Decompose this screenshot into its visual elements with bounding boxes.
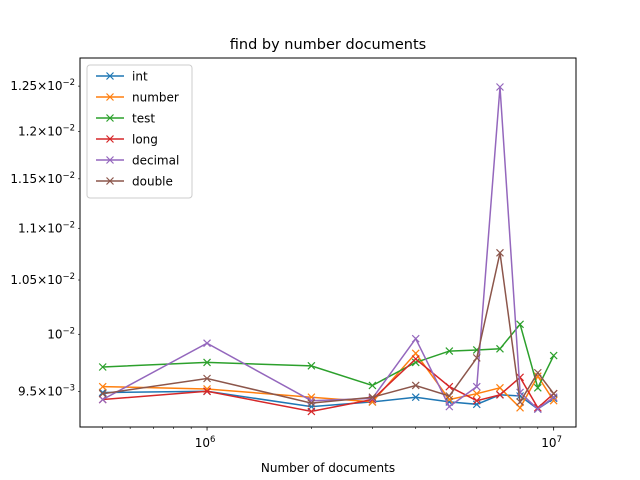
legend-label: double: [132, 175, 173, 189]
data-point: [307, 361, 316, 370]
legend: int number test long decimal double: [86, 64, 193, 199]
data-point: [533, 405, 542, 413]
data-point: [472, 396, 481, 405]
legend-marker: [106, 135, 114, 143]
data-point: [516, 403, 524, 412]
data-point: [368, 393, 377, 402]
x-axis-label: Number of documents: [261, 461, 395, 475]
y-tick-label: 10−2: [47, 326, 75, 341]
legend-entry: long: [96, 133, 158, 147]
data-point: [98, 382, 107, 391]
x-tick-label: 107: [541, 435, 562, 450]
series-double: [98, 248, 558, 408]
data-point: [472, 382, 481, 391]
legend-marker: [106, 114, 114, 122]
data-point: [203, 374, 211, 383]
y-tick-label: 1.1×10−2: [18, 220, 75, 235]
data-point: [549, 389, 558, 398]
data-point: [516, 320, 524, 329]
data-point: [472, 389, 481, 398]
data-point: [368, 381, 377, 390]
data-point: [472, 353, 481, 362]
legend-marker: [106, 72, 114, 80]
axes-frame: [79, 57, 577, 428]
legend-entry: double: [96, 175, 173, 189]
data-point: [307, 399, 316, 408]
chart-title: find by number documents: [230, 37, 426, 53]
data-point: [411, 381, 420, 390]
data-point: [98, 389, 107, 398]
y-tick-label: 9.5×10−3: [18, 383, 75, 398]
data-point: [496, 383, 504, 392]
y-tick-label: 1.15×10−2: [10, 171, 75, 186]
data-point: [445, 392, 454, 400]
legend-marker: [106, 93, 114, 101]
y-tick-label: 1.05×10−2: [10, 272, 75, 287]
data-point: [411, 334, 420, 343]
legend-marker: [106, 177, 114, 185]
data-point: [516, 388, 524, 397]
legend-entry: number: [96, 91, 179, 105]
data-point: [549, 351, 558, 360]
legend-entry: int: [96, 70, 148, 84]
plot-area: [98, 83, 558, 416]
data-point: [203, 358, 211, 367]
data-point: [307, 407, 316, 416]
legend-entry: test: [96, 112, 155, 126]
legend-label: long: [132, 133, 158, 147]
data-point: [203, 339, 211, 348]
data-point: [411, 349, 420, 358]
legend-label: test: [132, 112, 155, 126]
y-tick-label: 1.2×10−2: [18, 124, 75, 139]
data-point: [445, 402, 454, 411]
data-point: [411, 355, 420, 363]
x-axis: 106 107: [102, 427, 562, 450]
x-tick-label: 106: [195, 435, 216, 450]
legend-box: [86, 64, 193, 199]
data-point: [549, 393, 558, 402]
series-test: [98, 320, 558, 392]
data-point: [411, 393, 420, 402]
data-point: [445, 382, 454, 391]
data-point: [496, 248, 504, 257]
data-point: [472, 400, 481, 409]
data-point: [533, 383, 542, 392]
data-point: [533, 368, 542, 377]
data-point: [445, 347, 454, 356]
legend-marker: [106, 156, 114, 164]
data-point: [516, 397, 524, 406]
data-point: [98, 388, 107, 397]
legend-label: int: [132, 70, 148, 84]
legend-entry: decimal: [96, 154, 179, 168]
series-decimal: [98, 83, 558, 413]
data-point: [496, 344, 504, 353]
data-point: [203, 387, 211, 396]
legend-label: decimal: [132, 154, 179, 168]
legend-label: number: [132, 91, 179, 105]
data-point: [496, 390, 504, 399]
y-tick-label: 1.25×10−2: [10, 78, 75, 93]
data-point: [98, 395, 107, 404]
data-point: [496, 83, 504, 91]
data-point: [533, 403, 542, 412]
y-axis: 9.5×10−3 10−2 1.05×10−2 1.1×10−2 1.15×10−2 1.…: [10, 78, 80, 398]
data-point: [98, 363, 107, 371]
